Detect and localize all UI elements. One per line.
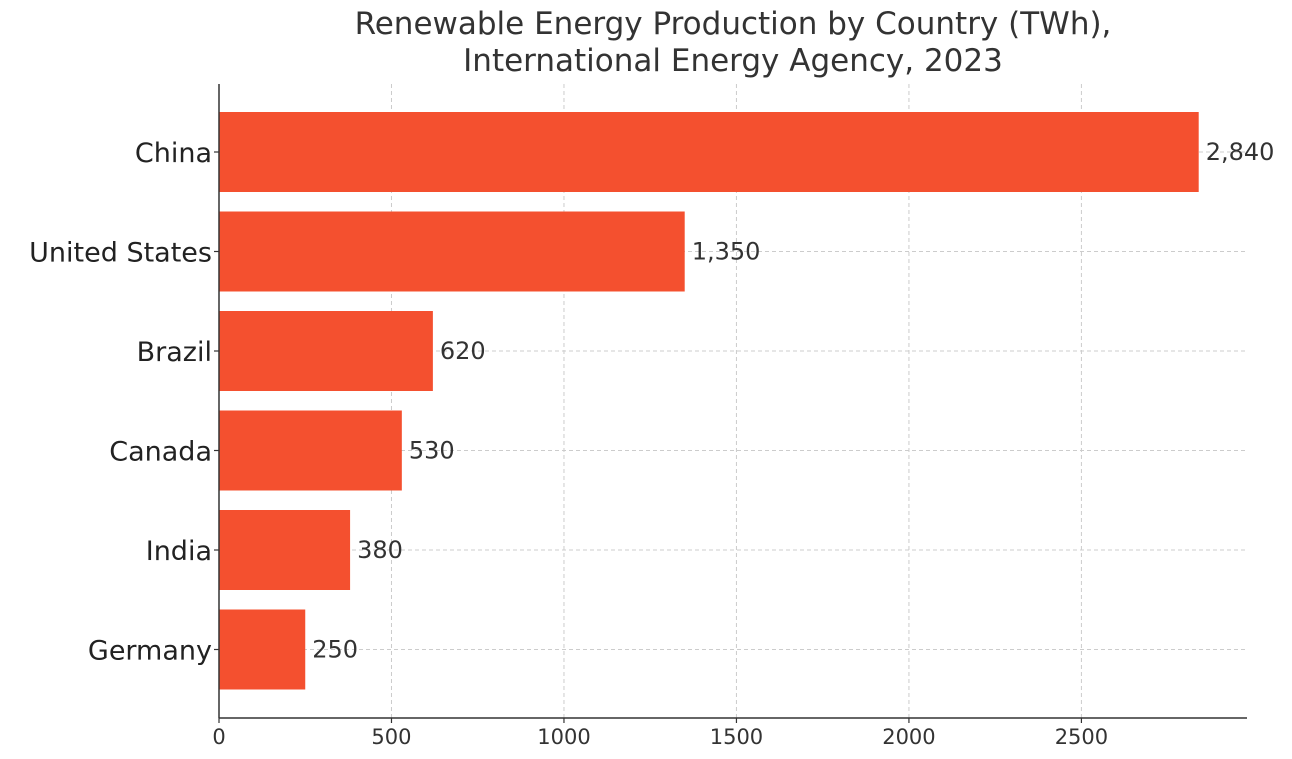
y-tick-label: Germany — [88, 636, 212, 667]
axes — [214, 84, 1247, 723]
y-tick-label: China — [135, 138, 212, 169]
bar — [219, 112, 1199, 192]
x-tick-label: 1500 — [710, 725, 763, 749]
x-tick-label: 2500 — [1055, 725, 1108, 749]
data-label: 2,840 — [1206, 138, 1275, 166]
data-label: 380 — [357, 536, 403, 564]
y-tick-label: Canada — [109, 437, 212, 468]
bar — [219, 510, 351, 590]
labels: 0 500 1000 1500 2000 2500 China United States Br… — [29, 138, 1274, 749]
bar — [219, 311, 433, 391]
data-label: 1,350 — [692, 238, 761, 266]
x-tick-label: 2000 — [882, 725, 935, 749]
bar — [219, 410, 402, 491]
x-tick-label: 0 — [212, 725, 225, 749]
data-label: 530 — [409, 437, 455, 465]
bar — [219, 211, 685, 292]
x-tick-label: 500 — [371, 725, 411, 749]
bars — [219, 112, 1199, 690]
y-tick-label: Brazil — [137, 337, 212, 368]
chart-title: Renewable Energy Production by Country (… — [354, 6, 1112, 79]
data-label: 620 — [440, 337, 486, 365]
x-tick-label: 1000 — [537, 725, 590, 749]
y-tick-label: United States — [29, 238, 212, 269]
y-tick-label: India — [146, 536, 212, 567]
data-label: 250 — [312, 636, 358, 664]
bar — [219, 609, 306, 690]
